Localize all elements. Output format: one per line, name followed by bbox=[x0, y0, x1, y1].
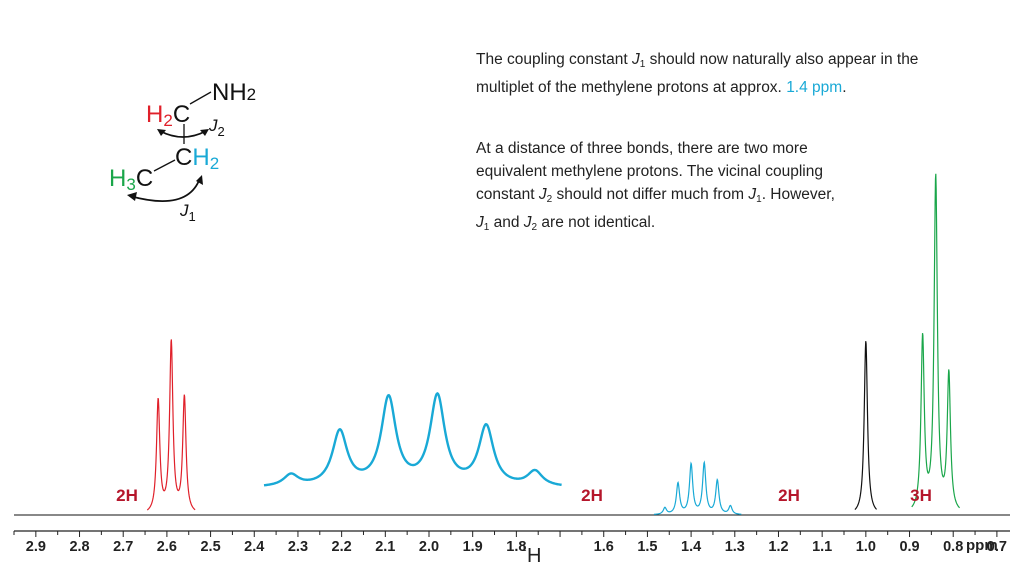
j2-arrowhead-left bbox=[157, 129, 166, 136]
j2-subscript: 2 bbox=[546, 194, 553, 205]
j2-subscript: 2 bbox=[531, 222, 538, 233]
methyl-group: H3C bbox=[109, 165, 153, 194]
tick-label: 1.2 bbox=[768, 539, 788, 555]
signal-trace bbox=[146, 339, 196, 511]
tick-label: 0.8 bbox=[943, 539, 963, 555]
zoomed-multiplet-inset bbox=[263, 392, 562, 487]
amine-group: NH2 bbox=[212, 79, 256, 106]
j-symbol: J bbox=[476, 214, 484, 231]
tick-label: 2.2 bbox=[332, 539, 352, 555]
integral-label: 2H bbox=[778, 486, 800, 505]
j2-label: J2 bbox=[208, 116, 225, 139]
signal-singlet-1 bbox=[854, 340, 878, 510]
tick-label: 2.8 bbox=[69, 539, 89, 555]
tick-label: 1.5 bbox=[637, 539, 657, 555]
j-symbol: J bbox=[523, 214, 532, 231]
signal-sextet-1.4 bbox=[653, 460, 742, 515]
p1-text: . bbox=[842, 79, 847, 96]
propylamine-structure: NH2 H2C CH2 H3C J2 J1 bbox=[109, 79, 256, 224]
tick-label: 1.1 bbox=[812, 539, 832, 555]
tick-label: 2.1 bbox=[375, 539, 395, 555]
tick-label: 1.0 bbox=[856, 539, 876, 555]
tick-label: 1.3 bbox=[725, 539, 745, 555]
explanation-paragraph-1: The coupling constant J1 should now natu… bbox=[476, 48, 976, 99]
signal-triplet-2.59 bbox=[146, 339, 196, 511]
j1-arrowhead-left bbox=[127, 192, 137, 201]
j1-coupling-arrow bbox=[129, 177, 201, 202]
bond-c2-c3 bbox=[153, 159, 176, 172]
p1-text: The coupling constant bbox=[476, 51, 632, 68]
j1-arrowhead-right bbox=[196, 175, 203, 185]
p2-text: . However, bbox=[761, 186, 835, 203]
signal-trace bbox=[854, 341, 878, 510]
inset-trace bbox=[263, 392, 562, 487]
signal-triplet-0.84 bbox=[911, 173, 961, 509]
tick-label: 0.7 bbox=[987, 539, 1007, 555]
tick-label: 0.9 bbox=[899, 539, 919, 555]
j-symbol: J bbox=[748, 186, 757, 203]
p1-text: should now naturally also appear in the … bbox=[476, 51, 919, 96]
j2-coupling-arrow bbox=[159, 130, 207, 138]
j1-symbol: J bbox=[631, 51, 640, 68]
tick-label: 2.4 bbox=[244, 539, 264, 555]
j2-arrowhead-right bbox=[200, 129, 209, 136]
bond-c1-n bbox=[189, 91, 212, 105]
spectrum-peaks bbox=[146, 173, 961, 515]
signal-trace bbox=[911, 173, 961, 509]
tick-label: 1.6 bbox=[594, 539, 614, 555]
tick-label: 1.4 bbox=[681, 539, 701, 555]
j1-subscript: 1 bbox=[639, 59, 646, 70]
explanation-paragraph-2: At a distance of three bonds, there are … bbox=[476, 137, 836, 239]
ppm-highlight: 1.4 ppm bbox=[786, 79, 843, 96]
x-axis-nucleus-label: H bbox=[527, 545, 541, 567]
methylene-beta: CH2 bbox=[175, 144, 219, 173]
integral-labels: 2H 2H 2H 3H bbox=[116, 486, 932, 505]
tick-label: 2.9 bbox=[26, 539, 46, 555]
tick-label: 2.5 bbox=[200, 539, 220, 555]
tick-label: 2.7 bbox=[113, 539, 133, 555]
x-axis-ticks: 2.9 2.8 2.7 2.6 2.5 2.4 2.3 2.2 2.1 2.0 1.9 1.8 1.6 1… bbox=[13, 531, 1007, 555]
integral-label: 2H bbox=[581, 486, 603, 505]
tick-label: 1.8 bbox=[506, 539, 526, 555]
methylene-alpha: H2C bbox=[146, 101, 190, 130]
p2-text: At a distance of three bonds, there are … bbox=[476, 140, 823, 203]
tick-label: 2.3 bbox=[288, 539, 308, 555]
tick-label: 1.9 bbox=[463, 539, 483, 555]
j-symbol: J bbox=[538, 186, 547, 203]
p2-text: should not differ much from bbox=[552, 186, 749, 203]
x-axis-unit-label: ppm bbox=[966, 537, 998, 554]
j1-subscript: 1 bbox=[483, 222, 490, 233]
signal-trace bbox=[653, 460, 742, 515]
j1-subscript: 1 bbox=[756, 194, 762, 205]
p2-text: are not identical. bbox=[537, 214, 656, 231]
x-axis-nucleus-sup: 1 bbox=[521, 543, 527, 554]
integral-label: 2H bbox=[116, 486, 138, 505]
tick-label: 2.6 bbox=[157, 539, 177, 555]
j1-label: J1 bbox=[179, 201, 196, 224]
integral-label: 3H bbox=[910, 486, 932, 505]
tick-label: 2.0 bbox=[419, 539, 439, 555]
p2-text: and bbox=[489, 214, 524, 231]
